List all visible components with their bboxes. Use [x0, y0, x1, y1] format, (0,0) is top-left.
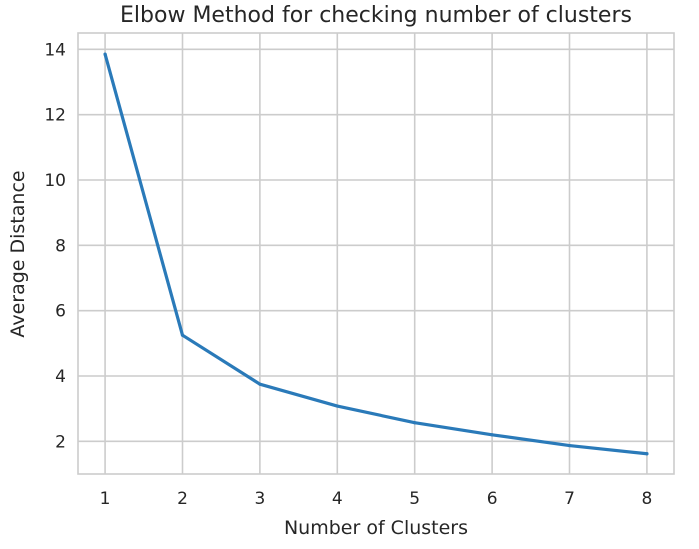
data-point	[645, 452, 649, 456]
x-tick-label: 6	[487, 489, 498, 509]
x-tick-label: 4	[332, 489, 343, 509]
x-tick-label: 8	[641, 489, 652, 509]
data-point	[180, 333, 185, 337]
data-point	[258, 382, 262, 386]
data-point	[490, 433, 494, 437]
y-tick-label: 4	[55, 367, 66, 387]
series-layer	[103, 52, 649, 456]
x-tick-label: 5	[409, 489, 420, 509]
y-tick-label: 12	[44, 106, 66, 126]
y-axis-label: Average Distance	[7, 170, 29, 337]
chart-title: Elbow Method for checking number of clus…	[120, 3, 632, 28]
grid-layer	[78, 33, 674, 474]
y-tick-label: 2	[55, 432, 66, 452]
y-tick-label: 6	[55, 302, 66, 322]
data-point	[103, 52, 107, 56]
series-line-average-distance	[103, 52, 649, 456]
x-tick-label: 1	[100, 489, 111, 509]
plot-frame	[77, 32, 675, 475]
data-point	[413, 421, 417, 425]
x-axis-label: Number of Clusters	[284, 517, 468, 539]
y-tick-label: 14	[44, 40, 66, 60]
data-point	[335, 404, 339, 408]
x-tick-label: 2	[177, 489, 188, 509]
y-tick-label: 8	[55, 236, 66, 256]
x-tick-label: 3	[254, 489, 265, 509]
y-tick-label: 10	[44, 171, 66, 191]
x-tick-label: 7	[564, 489, 575, 509]
data-point	[567, 443, 572, 448]
